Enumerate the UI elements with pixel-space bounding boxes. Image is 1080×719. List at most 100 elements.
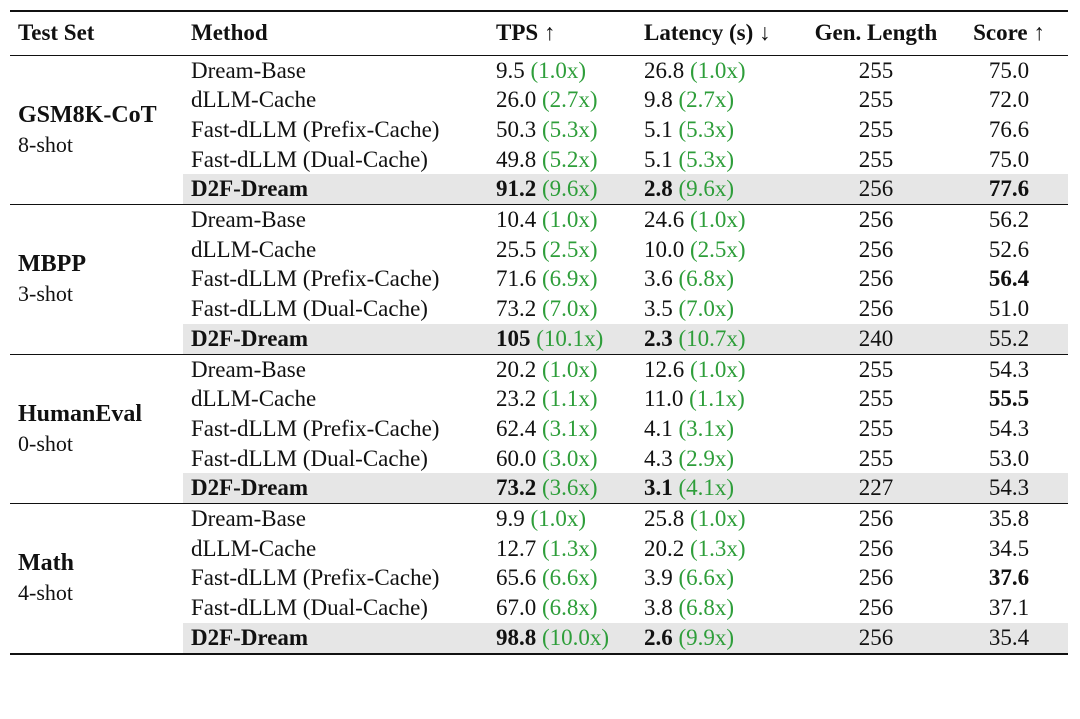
method-cell-value: D2F-Dream (191, 176, 309, 202)
gen-length-cell: 256 (802, 504, 950, 534)
tps-cell-value: 65.6 (496, 565, 537, 591)
method-cell: D2F-Dream (183, 323, 490, 355)
latency-cell: 3.9 (6.6x) (638, 563, 802, 593)
table-body: GSM8K-CoT 8-shot Dream-Base 9.5 (1.0x) 26.8 … (10, 55, 1068, 655)
method-cell-value: dLLM-Cache (191, 236, 317, 262)
speedup-ratio: (3.1x) (542, 415, 598, 441)
tps-cell-value: 12.7 (496, 535, 537, 561)
latency-cell: 5.1 (5.3x) (638, 145, 802, 175)
gen-length-cell: 256 (802, 563, 950, 593)
tps-cell: 67.0 (6.8x) (490, 593, 638, 623)
gen-length-cell-value: 256 (858, 506, 894, 532)
speedup-ratio: (5.3x) (678, 116, 735, 142)
speedup-ratio: (6.8x) (678, 595, 735, 621)
latency-cell-value: 2.3 (644, 325, 673, 351)
method-cell: dLLM-Cache (183, 384, 490, 414)
tps-cell-value: 10.4 (496, 207, 537, 233)
tps-cell-value: 50.3 (496, 116, 537, 142)
method-cell: Dream-Base (183, 504, 490, 534)
method-cell-value: Dream-Base (191, 57, 306, 83)
gen-length-cell: 255 (802, 115, 950, 145)
table-row: GSM8K-CoT 8-shot Dream-Base 9.5 (1.0x) 26.8 … (10, 55, 1068, 206)
latency-cell-value: 5.1 (644, 116, 673, 142)
table-row: Math 4-shot Dream-Base 9.9 (1.0x) 25.8 (1.0x… (10, 503, 1068, 655)
table-row: dLLM-Cache 25.5 (2.5x) 10.0 (2.5x) 256 52.6 (10, 235, 1068, 265)
method-cell: Dream-Base (183, 205, 490, 235)
test-set-shot: 3-shot (18, 281, 73, 307)
gen-length-cell: 256 (802, 205, 950, 235)
score-cell: 55.2 (950, 323, 1068, 355)
speedup-ratio: (10.0x) (542, 624, 610, 650)
gen-length-cell-value: 256 (858, 266, 894, 292)
table-row: Fast-dLLM (Prefix-Cache) 62.4 (3.1x) 4.1 (… (10, 414, 1068, 444)
tps-cell-value: 20.2 (496, 356, 537, 382)
score-cell-value: 72.0 (988, 87, 1030, 113)
speedup-ratio: (10.7x) (678, 325, 746, 351)
method-cell-value: Fast-dLLM (Prefix-Cache) (191, 565, 440, 591)
latency-cell-value: 3.8 (644, 595, 673, 621)
gen-length-cell: 256 (802, 593, 950, 623)
speedup-ratio: (10.1x) (536, 325, 604, 351)
gen-length-cell-value: 255 (858, 386, 894, 412)
score-cell: 54.3 (950, 354, 1068, 384)
table-row: Fast-dLLM (Prefix-Cache) 65.6 (6.6x) 3.9 (… (10, 563, 1068, 593)
method-cell-value: D2F-Dream (191, 624, 309, 650)
gen-length-cell: 256 (802, 622, 950, 654)
score-cell-value: 75.0 (988, 146, 1030, 172)
speedup-ratio: (9.9x) (678, 624, 735, 650)
latency-cell: 3.5 (7.0x) (638, 294, 802, 324)
tps-cell: 23.2 (1.1x) (490, 384, 638, 414)
latency-cell-value: 12.6 (644, 356, 685, 382)
latency-cell-value: 11.0 (644, 386, 684, 412)
gen-length-cell-value: 255 (858, 445, 894, 471)
tps-cell-value: 25.5 (496, 236, 537, 262)
score-cell-value: 35.4 (988, 624, 1030, 650)
gen-length-cell-value: 255 (858, 146, 894, 172)
results-table: Test Set Method TPS ↑ Latency (s) ↓ Gen.… (10, 10, 1068, 655)
table-row: Fast-dLLM (Dual-Cache) 49.8 (5.2x) 5.1 (5.… (10, 145, 1068, 175)
method-cell-value: D2F-Dream (191, 325, 309, 351)
tps-cell-value: 98.8 (496, 624, 537, 650)
speedup-ratio: (3.6x) (542, 475, 598, 501)
latency-cell: 3.6 (6.8x) (638, 264, 802, 294)
tps-cell: 98.8 (10.0x) (490, 622, 638, 654)
score-cell: 54.3 (950, 414, 1068, 444)
latency-cell: 25.8 (1.0x) (638, 504, 802, 534)
score-cell-value: 76.6 (988, 116, 1030, 142)
latency-cell-value: 3.1 (644, 475, 673, 501)
latency-cell: 11.0 (1.1x) (638, 384, 802, 414)
latency-cell-value: 24.6 (644, 207, 685, 233)
score-cell: 76.6 (950, 115, 1068, 145)
latency-cell-value: 4.1 (644, 415, 673, 441)
tps-cell: 9.9 (1.0x) (490, 504, 638, 534)
latency-cell-value: 5.1 (644, 146, 673, 172)
tps-cell-value: 23.2 (496, 386, 537, 412)
tps-cell: 10.4 (1.0x) (490, 205, 638, 235)
header-method: Method (191, 20, 268, 46)
method-cell-value: Fast-dLLM (Prefix-Cache) (191, 266, 440, 292)
method-cell-value: D2F-Dream (191, 475, 309, 501)
tps-cell: 105 (10.1x) (490, 323, 638, 355)
test-set-cell: Math 4-shot (10, 503, 183, 655)
speedup-ratio: (1.0x) (690, 356, 746, 382)
score-cell-value: 37.1 (988, 595, 1030, 621)
tps-cell-value: 9.9 (496, 506, 525, 532)
method-cell-value: Fast-dLLM (Prefix-Cache) (191, 415, 440, 441)
latency-cell: 3.1 (4.1x) (638, 473, 802, 504)
test-set-shot: 4-shot (18, 580, 73, 606)
score-cell: 35.4 (950, 622, 1068, 654)
gen-length-cell-value: 256 (858, 296, 894, 322)
test-set-shot: 0-shot (18, 430, 73, 456)
gen-length-cell-value: 255 (858, 116, 894, 142)
score-cell-value: 55.5 (988, 386, 1030, 412)
latency-cell: 10.0 (2.5x) (638, 235, 802, 265)
test-set-name: Math (18, 550, 74, 577)
tps-cell: 25.5 (2.5x) (490, 235, 638, 265)
table-row-highlighted: D2F-Dream 105 (10.1x) 2.3 (10.7x) 240 55.2 (10, 323, 1068, 355)
speedup-ratio: (6.8x) (678, 266, 735, 292)
score-cell: 56.4 (950, 264, 1068, 294)
method-cell: dLLM-Cache (183, 235, 490, 265)
score-cell-value: 54.3 (988, 356, 1030, 382)
table-row: Fast-dLLM (Dual-Cache) 67.0 (6.8x) 3.8 (6.… (10, 593, 1068, 623)
latency-cell: 2.6 (9.9x) (638, 622, 802, 654)
